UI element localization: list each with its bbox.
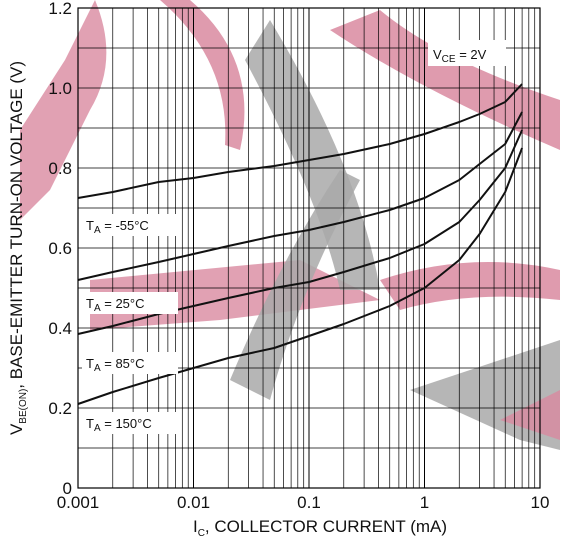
curve-label-sub: A [94, 225, 101, 236]
curve-label-rest: = 25°C [101, 296, 145, 311]
curve-label: TA = 150°C [82, 412, 178, 434]
curve-label-sub: A [94, 423, 101, 434]
plot-frame [77, 7, 541, 489]
y-tick-label: 0.6 [48, 239, 72, 258]
x-tick-label: 0.01 [177, 493, 210, 512]
curve-label-sub: A [94, 303, 101, 314]
condition-annotation: VCE = 2V [428, 40, 506, 66]
curve-label-text: TA = -55°C [86, 218, 149, 236]
curve-label: TA = 25°C [82, 292, 178, 314]
svg-text:VCE = 2V: VCE = 2V [433, 47, 487, 65]
grid [77, 7, 540, 489]
curve-label-text: TA = 85°C [86, 356, 145, 374]
curve-label-main: T [86, 416, 94, 431]
condition-rest: = 2V [456, 47, 487, 62]
x-tick-label: 0.1 [297, 493, 321, 512]
curve-label-background [82, 352, 178, 374]
y-tick-label: 0.2 [48, 399, 72, 418]
curve-label-main: T [86, 296, 94, 311]
curve-label-background [82, 292, 178, 314]
x-axis-title-rest: , COLLECTOR CURRENT (mA) [205, 517, 447, 536]
curve-label-rest: = 150°C [101, 416, 152, 431]
curve-label: TA = 85°C [82, 352, 178, 374]
curve-label-main: T [86, 356, 94, 371]
tick-labels: 0.001 0.01 0.1 1 10 0 0.2 0.4 0.6 0.8 1.0 1.2 [48, 0, 549, 512]
curve-label-background [82, 214, 178, 236]
y-axis-title-sub: BE(ON) [18, 389, 29, 424]
y-tick-label: 0.8 [48, 159, 72, 178]
y-axis-title: VBE(ON), BASE-EMITTER TURN-ON VOLTAGE (V… [7, 61, 29, 435]
curve-label-background [82, 412, 178, 434]
x-tick-label: 0.001 [57, 493, 100, 512]
y-axis-title-rest: , BASE-EMITTER TURN-ON VOLTAGE (V) [7, 61, 26, 389]
curve-labels: TA = -55°CTA = 25°CTA = 85°CTA = 150°C [82, 214, 178, 434]
condition-main: V [433, 47, 442, 62]
y-axis-title-main: V [7, 423, 26, 435]
curve-label-main: T [86, 218, 94, 233]
y-tick-label: 0 [63, 479, 72, 498]
series-line [77, 147, 524, 405]
condition-sub: CE [442, 54, 456, 65]
x-tick-label: 10 [531, 493, 550, 512]
curve-label-text: TA = 150°C [86, 416, 152, 434]
x-axis-title-sub: C [198, 528, 205, 539]
y-tick-label: 1.2 [48, 0, 72, 18]
curve-label-text: TA = 25°C [86, 296, 145, 314]
curve-label-rest: = -55°C [101, 218, 149, 233]
y-tick-label: 0.4 [48, 319, 72, 338]
curve-label-rest: = 85°C [101, 356, 145, 371]
x-axis-title: IC, COLLECTOR CURRENT (mA) [193, 517, 447, 539]
series-line [77, 111, 523, 281]
x-axis-title-main: I [193, 517, 198, 536]
curve-label-sub: A [94, 363, 101, 374]
y-tick-label: 1.0 [48, 79, 72, 98]
series-line [77, 83, 523, 199]
curve-label: TA = -55°C [82, 214, 178, 236]
x-tick-label: 1 [420, 493, 429, 512]
